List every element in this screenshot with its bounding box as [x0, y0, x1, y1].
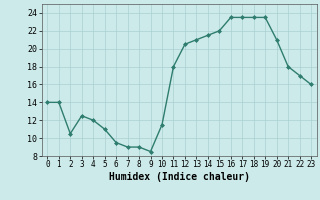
- X-axis label: Humidex (Indice chaleur): Humidex (Indice chaleur): [109, 172, 250, 182]
